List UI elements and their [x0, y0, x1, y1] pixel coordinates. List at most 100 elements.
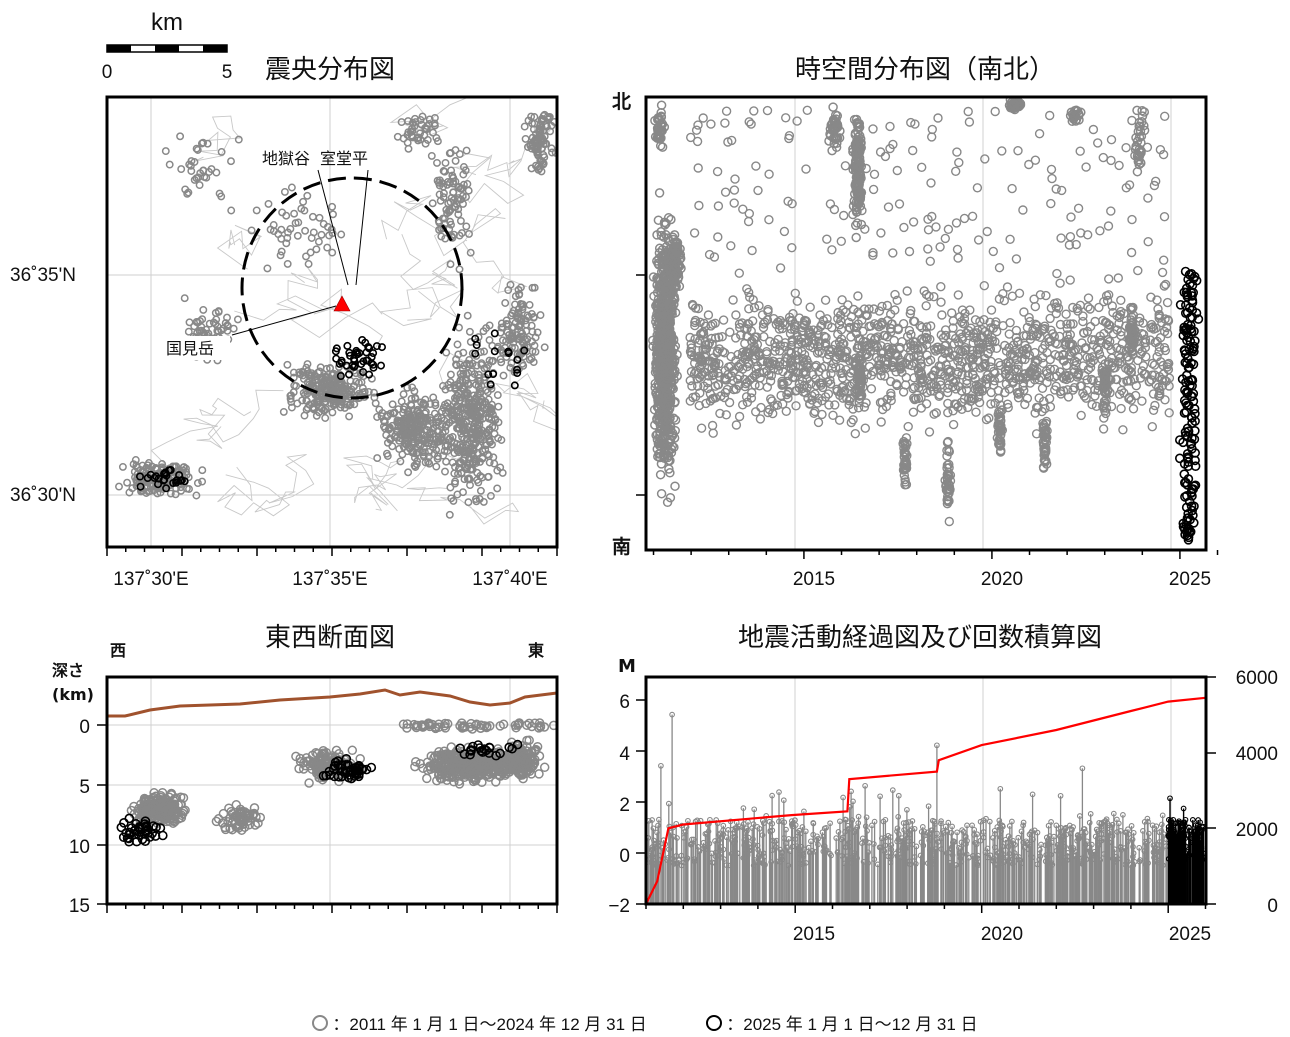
scale-bar-seg [155, 45, 179, 52]
ts-point [823, 320, 833, 330]
ts-point [730, 174, 740, 184]
ts-point [755, 414, 766, 424]
ts-point-2025 [1182, 335, 1192, 346]
map-epicenter [455, 265, 464, 274]
ts-point [864, 321, 874, 332]
map-epicenter [212, 315, 221, 324]
ts-point [827, 363, 837, 373]
ts-point [765, 336, 775, 347]
ts-point [738, 400, 748, 410]
map-epicenter [524, 116, 533, 125]
scale-unit: km [151, 9, 183, 36]
map-epicenter-2025 [180, 477, 189, 486]
ts-point [802, 374, 812, 384]
ts-point [888, 345, 898, 355]
map-epicenter [408, 383, 417, 392]
ts-point [756, 402, 766, 413]
ts-point [960, 343, 971, 353]
ts-point [1025, 316, 1035, 327]
lat-label-3635: 36˚35'N [10, 265, 76, 286]
map-epicenter [197, 322, 206, 331]
map-epicenter [520, 342, 529, 351]
scale-bar-seg [107, 45, 131, 52]
ts-point [860, 224, 870, 234]
ts-point [925, 256, 935, 266]
map-epicenter [506, 363, 515, 372]
map-epicenter [352, 377, 361, 386]
map-epicenter [425, 459, 434, 468]
ts-point [902, 286, 912, 296]
west-label: 西 [110, 641, 126, 660]
map-epicenter [396, 457, 405, 466]
ts-point [964, 326, 974, 336]
map-epicenter-2025 [350, 361, 359, 370]
ts-point [734, 411, 745, 422]
timespace-plot-area [646, 97, 1206, 550]
ts-point [994, 294, 1005, 304]
ts-point [651, 358, 661, 369]
ts-point [1134, 121, 1144, 131]
map-epicenter [462, 146, 471, 155]
ts-point [691, 125, 702, 135]
map-epicenter [484, 472, 493, 481]
ts-point [1126, 363, 1137, 373]
ts-point [1158, 255, 1169, 265]
ts-point [1098, 152, 1109, 163]
ts-point [827, 245, 837, 255]
ts-point-2025 [1185, 324, 1196, 334]
ts-point [926, 321, 936, 331]
ts-point [994, 414, 1004, 424]
ts-point [810, 406, 820, 417]
map-epicenter [439, 193, 448, 202]
map-epicenter [306, 248, 315, 257]
map-epicenter-2025 [372, 342, 381, 351]
map-epicenter [437, 232, 446, 241]
map-epicenter [156, 488, 165, 497]
ts-point [886, 395, 896, 406]
map-epicenter-2025 [520, 346, 529, 355]
map-epicenter [444, 199, 453, 208]
ts-point [967, 349, 978, 360]
map-epicenter [425, 120, 434, 128]
timespace-title: 時空間分布図（南北） [795, 55, 1055, 85]
ts-point [1073, 306, 1083, 316]
ts-point [828, 410, 838, 420]
ts-point [667, 245, 677, 256]
ts-point [1085, 353, 1095, 363]
map-epicenter [184, 327, 193, 336]
ts-point [787, 337, 797, 347]
ts-point [850, 220, 861, 231]
ts-point [986, 305, 997, 315]
ts-point [988, 380, 999, 390]
ts-point-2025 [1187, 443, 1197, 454]
ts-point [822, 314, 832, 324]
ts-point [848, 209, 858, 220]
ts-point [931, 408, 941, 418]
ts-point [737, 318, 747, 328]
ts-point [1046, 303, 1057, 313]
ts-point-2025 [1187, 491, 1197, 501]
map-epicenter [459, 456, 468, 465]
map-epicenter [439, 451, 448, 460]
ts-point [835, 390, 845, 400]
ts-point [666, 329, 677, 340]
map-epicenter-2025 [486, 380, 495, 389]
ts-point [672, 371, 682, 381]
ts-point [694, 200, 704, 211]
ts-point [724, 397, 735, 408]
ts-point [685, 396, 695, 406]
map-epicenter [471, 398, 480, 407]
ts-point [1132, 166, 1143, 177]
topo-contour [494, 382, 557, 431]
map-epicenter [429, 393, 438, 402]
ts-point [654, 403, 664, 414]
ts-point [1113, 273, 1124, 283]
map-epicenter [423, 433, 432, 442]
ts-point [704, 249, 715, 260]
map-epicenter [252, 206, 261, 215]
map-epicenter [399, 408, 408, 417]
ts-point [903, 352, 914, 362]
ts-point [1079, 391, 1090, 401]
ts-point [950, 376, 961, 386]
ts-point [1047, 173, 1057, 184]
